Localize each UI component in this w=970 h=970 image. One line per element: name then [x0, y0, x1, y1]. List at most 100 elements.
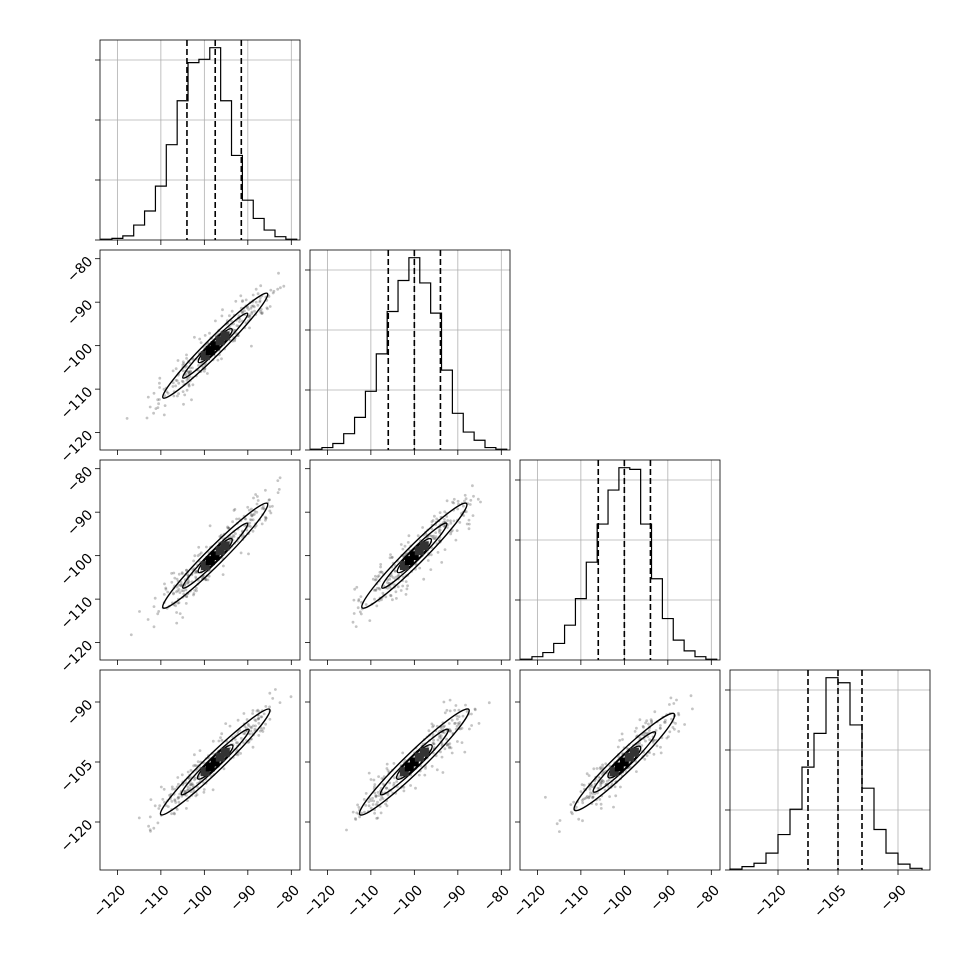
- scatter-point: [392, 576, 395, 580]
- scatter-point: [429, 553, 433, 557]
- scatter-point: [424, 532, 428, 536]
- density-core: [609, 767, 619, 777]
- scatter-point: [605, 779, 609, 783]
- scatter-point: [645, 754, 649, 757]
- scatter-point: [438, 734, 442, 738]
- scatter-point: [691, 707, 694, 711]
- scatter-point: [240, 310, 244, 314]
- scatter-point: [677, 730, 681, 733]
- scatter-point: [199, 341, 203, 344]
- scatter-point: [608, 795, 611, 798]
- scatter-point: [182, 362, 186, 365]
- scatter-point: [368, 619, 372, 622]
- scatter-point: [372, 778, 376, 782]
- scatter-point: [166, 391, 170, 395]
- scatter-point: [458, 721, 462, 724]
- scatter-point: [251, 293, 255, 297]
- scatter-point: [355, 811, 359, 815]
- scatter-point: [248, 315, 252, 318]
- scatter-point: [440, 742, 444, 746]
- scatter-point: [582, 783, 586, 787]
- scatter-point: [271, 291, 275, 295]
- scatter-point: [171, 369, 175, 373]
- scatter-point: [581, 819, 584, 823]
- scatter-point: [206, 578, 210, 582]
- scatter-point: [170, 580, 174, 584]
- scatter-point: [424, 767, 427, 770]
- scatter-point: [175, 621, 179, 625]
- scatter-point: [261, 504, 265, 508]
- scatter-point: [449, 530, 453, 534]
- scatter-point: [268, 705, 271, 709]
- scatter-point: [162, 787, 166, 791]
- scatter-point: [176, 776, 180, 779]
- scatter-point: [164, 587, 168, 591]
- scatter-point: [591, 795, 595, 799]
- scatter-point: [193, 554, 197, 558]
- scatter-point: [364, 792, 368, 795]
- scatter-point: [226, 526, 230, 530]
- scatter-point: [269, 511, 273, 515]
- scatter-point: [665, 736, 669, 740]
- scatter-point: [152, 391, 156, 395]
- scatter-point: [591, 792, 594, 795]
- scatter-point: [443, 724, 446, 728]
- scatter-point: [460, 741, 464, 744]
- y-tick-label: −90: [64, 697, 96, 729]
- scatter-point: [476, 497, 480, 501]
- scatter-point: [174, 604, 178, 608]
- scatter-point: [388, 781, 392, 785]
- scatter-point: [379, 563, 383, 566]
- scatter-point: [177, 795, 180, 799]
- scatter-point: [388, 577, 392, 581]
- scatter-point: [264, 722, 267, 726]
- scatter-point: [689, 694, 693, 698]
- scatter-point: [188, 787, 192, 790]
- scatter-point: [392, 781, 396, 785]
- scatter-point: [266, 307, 269, 311]
- x-tick-label: −90: [437, 882, 469, 914]
- scatter-point: [396, 585, 400, 589]
- scatter-point: [192, 593, 195, 597]
- scatter-point: [442, 725, 445, 729]
- scatter-point: [256, 717, 260, 721]
- scatter-point: [260, 507, 264, 510]
- scatter-point: [592, 767, 596, 771]
- scatter-point: [185, 568, 188, 572]
- scatter-point: [673, 727, 676, 731]
- scatter-point: [445, 708, 449, 712]
- scatter-point: [638, 718, 642, 722]
- scatter-point: [377, 775, 380, 778]
- scatter-point: [677, 713, 681, 717]
- scatter-point: [192, 764, 196, 768]
- scatter-point: [267, 295, 271, 298]
- scatter-point: [455, 714, 459, 718]
- scatter-point: [402, 789, 406, 793]
- scatter-point: [232, 509, 236, 512]
- scatter-point: [451, 529, 454, 532]
- scatter-point: [456, 717, 459, 721]
- histogram-bars: [520, 467, 718, 661]
- scatter-point: [371, 803, 375, 806]
- scatter-point: [250, 514, 254, 518]
- scatter-point: [276, 287, 280, 291]
- scatter-point: [165, 390, 169, 394]
- scatter-point: [431, 725, 434, 729]
- scatter-point: [593, 792, 597, 796]
- scatter-point: [152, 605, 156, 608]
- scatter-point: [278, 701, 282, 704]
- scatter-point: [351, 810, 355, 814]
- scatter-point: [380, 598, 383, 602]
- scatter-point: [487, 701, 491, 705]
- scatter-point: [607, 778, 611, 782]
- scatter-point: [389, 594, 392, 597]
- scatter-point: [249, 525, 252, 528]
- scatter-point: [571, 812, 574, 816]
- scatter-point: [467, 527, 471, 531]
- scatter-point: [358, 815, 361, 819]
- scatter-point: [153, 596, 157, 600]
- scatter-point: [259, 309, 262, 313]
- scatter-point: [446, 742, 450, 746]
- scatter-point: [189, 768, 193, 772]
- scatter-point: [445, 737, 448, 741]
